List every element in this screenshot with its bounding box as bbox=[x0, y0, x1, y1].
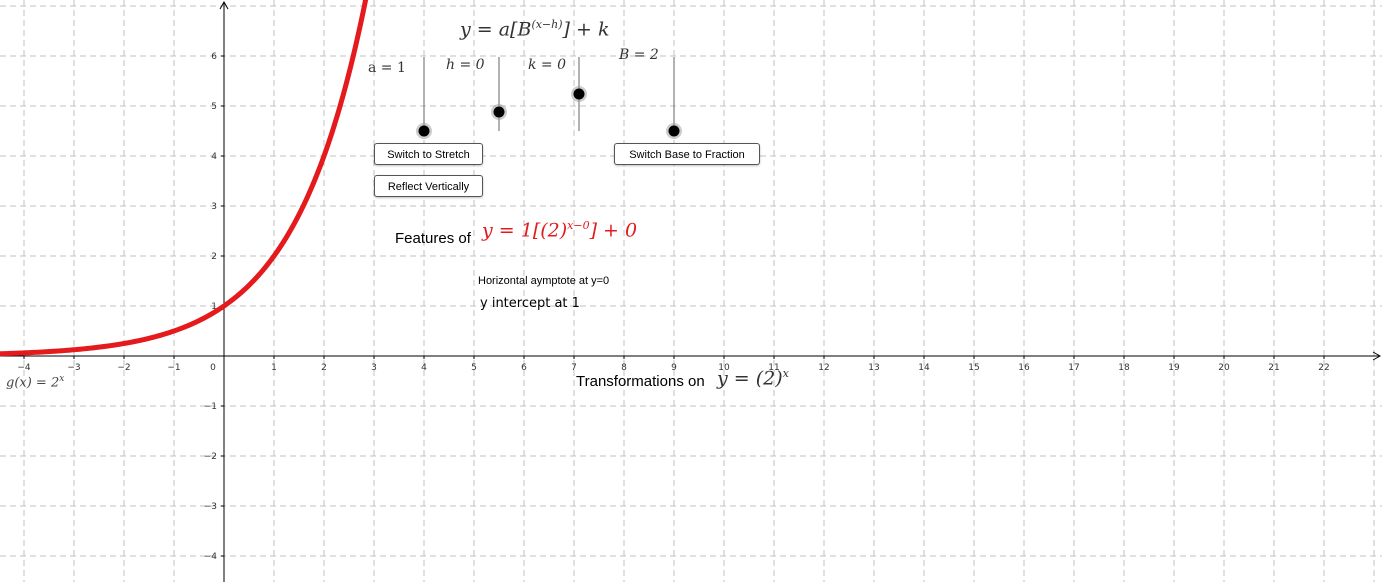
x-tick-label: 20 bbox=[1218, 363, 1230, 373]
features-equation-exponent: x−0 bbox=[567, 219, 590, 232]
x-tick-label: 11 bbox=[768, 363, 779, 373]
x-tick-label: 19 bbox=[1168, 363, 1180, 373]
x-tick-label: 1 bbox=[271, 363, 277, 373]
x-tick-label: 2 bbox=[321, 363, 327, 373]
transformations-label: Transformations on bbox=[576, 373, 705, 390]
x-tick-label: 14 bbox=[918, 363, 930, 373]
formula-title-suffix: ] + k bbox=[562, 18, 610, 41]
x-tick-label: 5 bbox=[471, 363, 477, 373]
x-axis-arrow bbox=[1372, 351, 1382, 361]
reflect-vertically-button[interactable]: Reflect Vertically bbox=[374, 175, 483, 197]
x-tick-label: 16 bbox=[1018, 363, 1030, 373]
y-tick-label: −3 bbox=[204, 502, 217, 512]
features-equation-suffix: ] + 0 bbox=[589, 219, 638, 242]
x-tick-label: 10 bbox=[718, 363, 730, 373]
intercept-text: y intercept at 1 bbox=[480, 296, 580, 311]
tick-labels: −4 −3 −2 −1 0 1 2 3 4 5 6 7 8 9 10 11 12 13 14 15 16 17 18 19 20… bbox=[17, 52, 1329, 562]
slider-handle-h[interactable] bbox=[493, 106, 505, 118]
features-equation-prefix: y = 1[(2) bbox=[482, 219, 568, 242]
exponential-curve[interactable] bbox=[0, 0, 369, 357]
x-tick-label: −3 bbox=[67, 363, 80, 373]
x-tick-label: 4 bbox=[421, 363, 427, 373]
function-label[interactable]: g(x) = 2x bbox=[6, 374, 64, 390]
y-tick-label: −2 bbox=[204, 452, 217, 462]
slider-label-b: B = 2 bbox=[619, 47, 659, 63]
function-label-exponent: x bbox=[59, 374, 65, 384]
slider-handle-b[interactable] bbox=[668, 125, 680, 137]
y-tick-label: 2 bbox=[211, 252, 217, 262]
x-tick-label: −4 bbox=[17, 363, 31, 373]
asymptote-text: Horizontal aymptote at y=0 bbox=[478, 275, 610, 287]
y-tick-label: 5 bbox=[211, 102, 217, 112]
function-label-text: g(x) = 2 bbox=[6, 375, 60, 391]
x-tick-label: −2 bbox=[117, 363, 130, 373]
slider-label-h: h = 0 bbox=[446, 57, 485, 73]
function-graph[interactable] bbox=[0, 0, 369, 357]
features-label: Features of bbox=[395, 230, 471, 247]
x-tick-label: 21 bbox=[1268, 363, 1279, 373]
x-tick-label: 9 bbox=[671, 363, 677, 373]
sliders[interactable] bbox=[416, 57, 682, 139]
slider-label-a: a = 1 bbox=[368, 60, 406, 76]
features-equation: y = 1[(2)x−0] + 0 bbox=[482, 219, 637, 241]
switch-to-stretch-button[interactable]: Switch to Stretch bbox=[374, 143, 483, 165]
y-tick-label: 6 bbox=[211, 52, 217, 62]
y-tick-label: −1 bbox=[204, 402, 217, 412]
slider-handle-a[interactable] bbox=[418, 125, 430, 137]
slider-handle-k[interactable] bbox=[573, 88, 585, 100]
formula-title-exponent: (x−h) bbox=[531, 18, 563, 31]
y-tick-label: −4 bbox=[204, 552, 218, 562]
y-tick-label: 3 bbox=[211, 202, 217, 212]
switch-base-to-fraction-button[interactable]: Switch Base to Fraction bbox=[614, 143, 760, 165]
x-tick-label: 17 bbox=[1068, 363, 1079, 373]
y-tick-label: 1 bbox=[211, 302, 217, 312]
formula-title-prefix: y = a[B bbox=[460, 18, 532, 41]
x-tick-label: 12 bbox=[818, 363, 829, 373]
x-tick-label: 22 bbox=[1318, 363, 1329, 373]
transformations-equation: y = (2)x bbox=[717, 367, 789, 389]
formula-title: y = a[B(x−h)] + k bbox=[460, 18, 609, 40]
y-tick-label: 4 bbox=[211, 152, 217, 162]
transformations-equation-exponent: x bbox=[782, 367, 789, 380]
x-tick-label: 0 bbox=[210, 363, 216, 373]
x-tick-label: 7 bbox=[571, 363, 577, 373]
x-tick-label: 3 bbox=[371, 363, 377, 373]
x-tick-label: −1 bbox=[167, 363, 180, 373]
x-tick-label: 13 bbox=[868, 363, 879, 373]
x-tick-label: 15 bbox=[968, 363, 979, 373]
x-tick-label: 18 bbox=[1118, 363, 1130, 373]
x-tick-label: 8 bbox=[621, 363, 627, 373]
x-tick-label: 6 bbox=[521, 363, 527, 373]
slider-label-k: k = 0 bbox=[528, 57, 567, 73]
transformations-equation-prefix: y = (2) bbox=[717, 367, 783, 390]
y-axis-arrow bbox=[219, 0, 229, 10]
